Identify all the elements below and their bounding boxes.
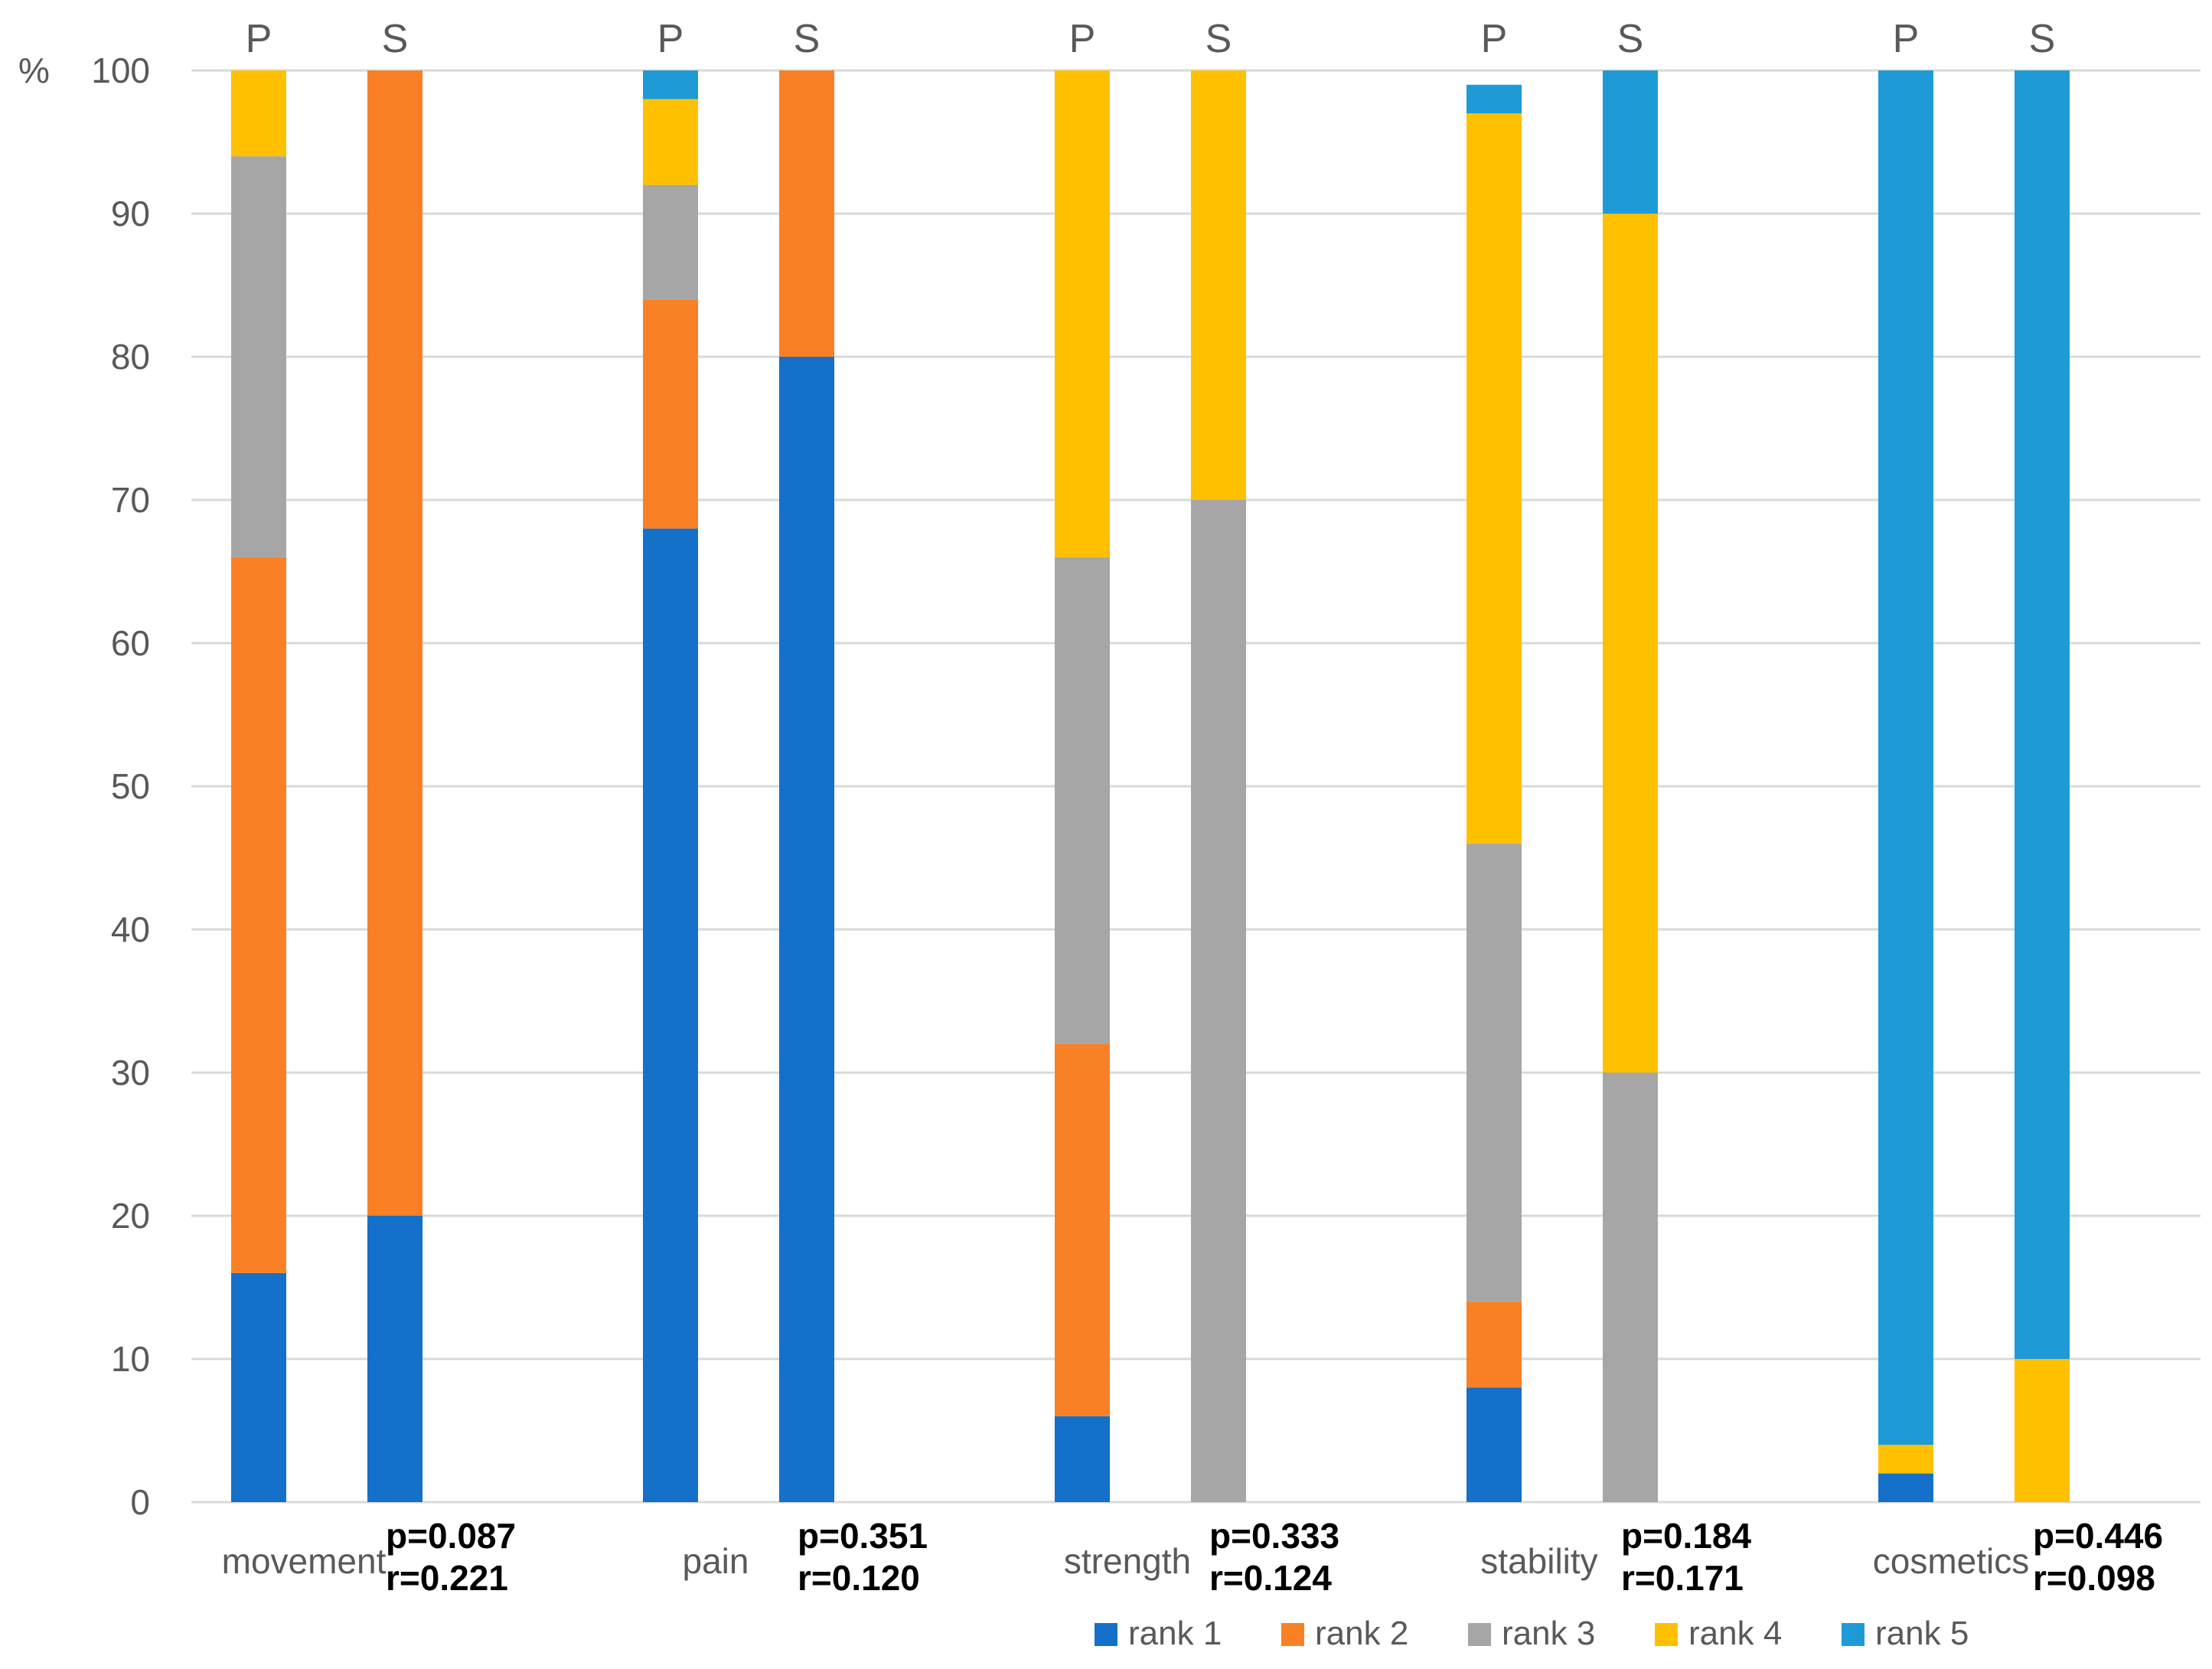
bar-segment-rank-1 bbox=[643, 528, 698, 1502]
bar-segment-rank-2 bbox=[1467, 1302, 1522, 1388]
legend-label: rank 3 bbox=[1502, 1615, 1595, 1652]
bar-label: S bbox=[1206, 17, 1232, 61]
category-label: cosmetics bbox=[1873, 1541, 2029, 1581]
y-tick-label: 60 bbox=[111, 623, 150, 663]
bar-segment-rank-1 bbox=[367, 1216, 422, 1502]
bar-label: S bbox=[2029, 17, 2056, 61]
bar-segment-rank-1 bbox=[779, 357, 834, 1502]
stat-annotation: r=0.171 bbox=[1621, 1558, 1744, 1598]
category-label: stability bbox=[1480, 1541, 1597, 1581]
legend: rank 1 rank 2 rank 3 rank 4 rank 5 bbox=[1095, 1615, 1969, 1652]
bar-segment-rank-3 bbox=[643, 185, 698, 300]
stat-annotation: p=0.446 bbox=[2033, 1516, 2163, 1556]
y-tick-label: 50 bbox=[111, 766, 150, 806]
bar-segment-rank-3 bbox=[231, 156, 286, 557]
y-tick-label: 100 bbox=[91, 51, 150, 90]
stat-annotation: p=0.333 bbox=[1209, 1516, 1339, 1556]
legend-label: rank 4 bbox=[1688, 1615, 1782, 1652]
bar-segment-rank-5 bbox=[2015, 70, 2070, 1359]
stat-annotation: p=0.087 bbox=[386, 1516, 516, 1556]
legend-label: rank 2 bbox=[1315, 1615, 1408, 1652]
legend-swatch bbox=[1655, 1623, 1678, 1646]
y-tick-label: 30 bbox=[111, 1053, 150, 1093]
bar-segment-rank-4 bbox=[1878, 1445, 1933, 1474]
bar-segment-rank-5 bbox=[1467, 84, 1522, 114]
bar-label: S bbox=[1617, 17, 1644, 61]
y-tick-label: 10 bbox=[111, 1339, 150, 1379]
bar-segment-rank-4 bbox=[1603, 214, 1658, 1073]
bar-segment-rank-1 bbox=[1055, 1416, 1110, 1502]
y-axis-ticks: 0 10 20 30 40 50 60 70 80 90 100 bbox=[91, 51, 150, 1522]
bar-segment-rank-3 bbox=[1467, 843, 1522, 1302]
bar-segment-rank-5 bbox=[1878, 70, 1933, 1445]
bar-segment-rank-3 bbox=[1603, 1073, 1658, 1502]
bar-label: P bbox=[1481, 17, 1508, 61]
bar-segment-rank-4 bbox=[1055, 70, 1110, 557]
y-unit-label: % bbox=[18, 51, 50, 90]
bar-segment-rank-3 bbox=[1191, 500, 1246, 1502]
bar-label: S bbox=[382, 17, 409, 61]
bar-label: S bbox=[794, 17, 821, 61]
bar-segment-rank-2 bbox=[367, 70, 422, 1216]
stat-annotation: r=0.098 bbox=[2033, 1558, 2155, 1598]
legend-label: rank 5 bbox=[1875, 1615, 1969, 1652]
stat-annotation: r=0.221 bbox=[386, 1558, 508, 1598]
legend-swatch bbox=[1468, 1623, 1491, 1646]
y-tick-label: 40 bbox=[111, 910, 150, 949]
bar-segment-rank-4 bbox=[643, 99, 698, 185]
y-tick-label: 20 bbox=[111, 1196, 150, 1236]
stat-annotation: r=0.124 bbox=[1209, 1558, 1332, 1598]
legend-swatch bbox=[1095, 1623, 1117, 1646]
bar-segment-rank-1 bbox=[1878, 1473, 1933, 1502]
bar-segment-rank-5 bbox=[643, 70, 698, 100]
category-label: strength bbox=[1064, 1541, 1191, 1581]
bar-segment-rank-2 bbox=[1055, 1044, 1110, 1416]
bar-label: P bbox=[1069, 17, 1096, 61]
stat-annotation: r=0.120 bbox=[798, 1558, 920, 1598]
y-tick-label: 70 bbox=[111, 480, 150, 520]
bar-segment-rank-2 bbox=[643, 299, 698, 529]
bar-label: P bbox=[246, 17, 272, 61]
bar-label: P bbox=[657, 17, 684, 61]
bar-segment-rank-2 bbox=[779, 70, 834, 357]
y-tick-label: 80 bbox=[111, 337, 150, 377]
bar-segment-rank-4 bbox=[1191, 70, 1246, 500]
legend-swatch bbox=[1842, 1623, 1865, 1646]
bar-segment-rank-3 bbox=[1055, 557, 1110, 1044]
bar-segment-rank-4 bbox=[1467, 113, 1522, 844]
category-label: movement bbox=[222, 1541, 387, 1581]
legend-swatch bbox=[1281, 1623, 1304, 1646]
bar-segment-rank-2 bbox=[231, 557, 286, 1273]
bars bbox=[231, 70, 2070, 1502]
stat-annotation: p=0.351 bbox=[798, 1516, 928, 1556]
bar-segment-rank-1 bbox=[231, 1272, 286, 1502]
legend-label: rank 1 bbox=[1128, 1615, 1222, 1652]
bar-segment-rank-1 bbox=[1467, 1387, 1522, 1502]
bar-segment-rank-4 bbox=[231, 70, 286, 157]
bar-segment-rank-5 bbox=[1603, 70, 1658, 214]
bar-label: P bbox=[1893, 17, 1920, 61]
bar-segment-rank-4 bbox=[2015, 1359, 2070, 1502]
y-tick-label: 90 bbox=[111, 194, 150, 234]
category-label: pain bbox=[683, 1541, 749, 1581]
y-tick-label: 0 bbox=[130, 1482, 150, 1522]
stat-annotation: p=0.184 bbox=[1621, 1516, 1751, 1556]
